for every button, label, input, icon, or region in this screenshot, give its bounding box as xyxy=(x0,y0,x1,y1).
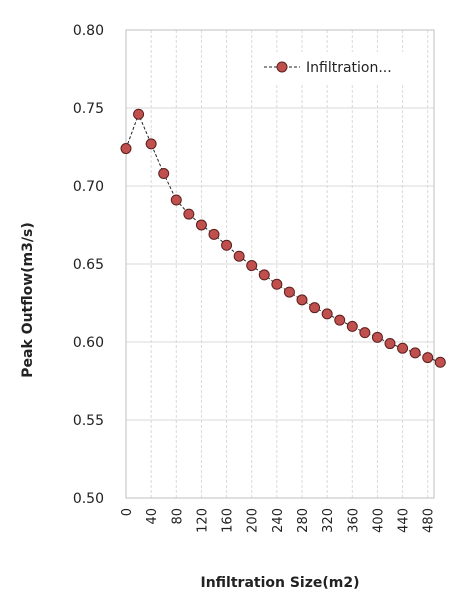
data-point xyxy=(434,356,446,368)
y-tick-label: 0.75 xyxy=(73,101,104,117)
data-point xyxy=(183,208,195,220)
data-point xyxy=(422,352,434,364)
data-point xyxy=(334,314,346,326)
data-point xyxy=(397,342,409,354)
x-tick-label: 440 xyxy=(397,508,412,533)
data-point xyxy=(371,331,383,343)
y-tick-label: 0.70 xyxy=(73,179,104,195)
y-tick-label: 0.55 xyxy=(73,413,104,429)
y-tick-label: 0.60 xyxy=(73,335,104,351)
data-point xyxy=(133,108,145,120)
data-point xyxy=(296,294,308,306)
y-tick-label: 0.50 xyxy=(73,491,104,507)
x-tick-label: 80 xyxy=(170,508,185,525)
x-tick-label: 120 xyxy=(195,508,210,533)
x-axis-title: Infiltration Size(m2) xyxy=(201,575,360,591)
data-point xyxy=(321,308,333,320)
data-point xyxy=(409,347,421,359)
data-point xyxy=(120,143,132,155)
data-point xyxy=(195,219,207,231)
y-axis-ticks: 0.50 0.55 0.60 0.65 0.70 0.75 0.80 xyxy=(73,23,104,507)
data-point xyxy=(359,327,371,339)
x-axis-ticks: 0 40 80 120 160 200 240 280 320 360 400 440 480 xyxy=(120,508,437,533)
legend: Infiltration... xyxy=(258,52,418,84)
grid xyxy=(126,30,434,498)
data-point xyxy=(346,320,358,332)
data-point xyxy=(233,250,245,262)
x-tick-label: 0 xyxy=(120,508,135,516)
x-tick-label: 360 xyxy=(346,508,361,533)
legend-marker xyxy=(276,61,288,73)
data-point xyxy=(158,168,170,180)
plot-area-border xyxy=(125,29,435,499)
data-point xyxy=(271,278,283,290)
data-point xyxy=(309,302,321,314)
y-tick-label: 0.65 xyxy=(73,257,104,273)
data-point xyxy=(283,286,295,298)
data-point xyxy=(145,138,157,150)
x-tick-label: 480 xyxy=(422,508,437,533)
x-tick-label: 400 xyxy=(371,508,386,533)
data-point xyxy=(384,338,396,350)
data-point xyxy=(258,269,270,281)
x-tick-label: 280 xyxy=(296,508,311,533)
data-point xyxy=(208,228,220,240)
x-tick-label: 40 xyxy=(145,508,160,525)
y-axis-title: Peak Outflow(m3/s) xyxy=(20,222,36,377)
y-tick-label: 0.80 xyxy=(73,23,104,39)
data-point xyxy=(221,239,233,251)
legend-label: Infiltration... xyxy=(306,60,392,76)
series-layer xyxy=(120,108,446,368)
x-tick-label: 320 xyxy=(321,508,336,533)
x-tick-label: 200 xyxy=(246,508,261,533)
data-point xyxy=(170,194,182,206)
data-point xyxy=(246,260,258,272)
x-tick-label: 240 xyxy=(271,508,286,533)
x-tick-label: 160 xyxy=(221,508,236,533)
